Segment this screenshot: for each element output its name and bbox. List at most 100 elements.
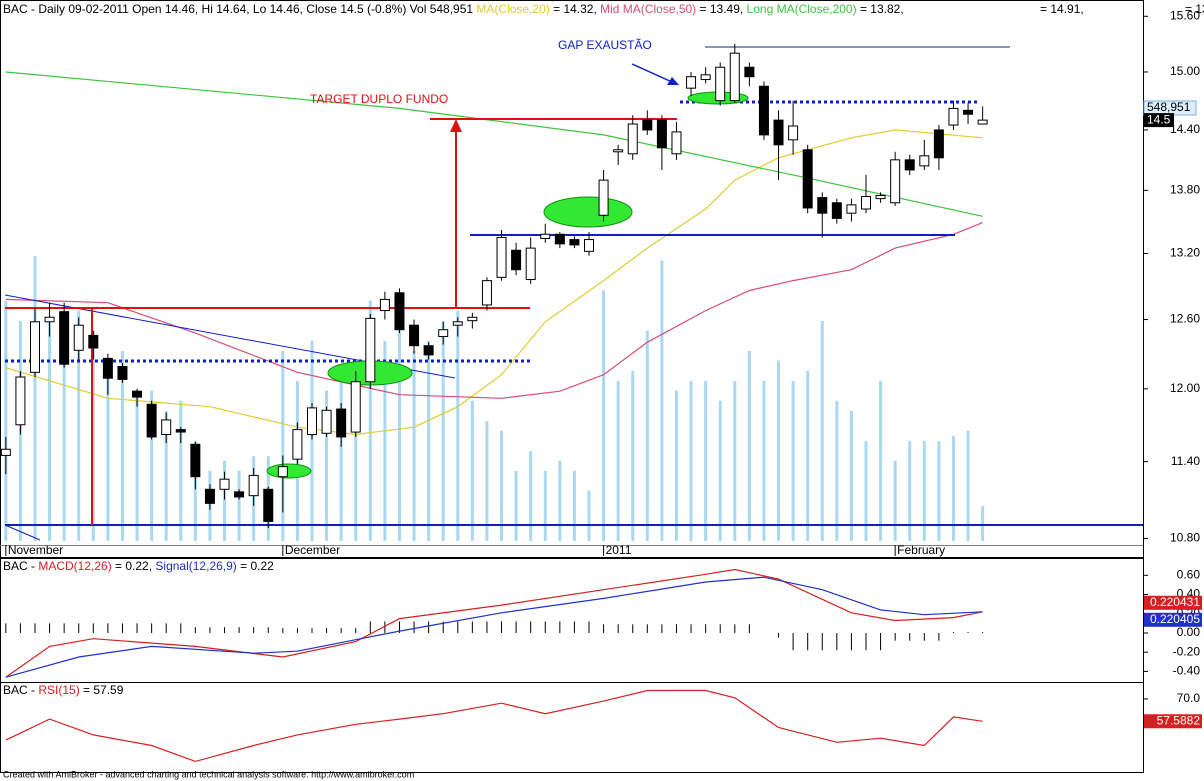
series-line xyxy=(5,568,983,678)
y-tick-label: 11.40 xyxy=(1171,454,1200,468)
value-label: 548,951 xyxy=(1147,100,1191,114)
candle-body xyxy=(758,85,769,136)
volume-bar xyxy=(135,390,139,541)
title-prefix: BAC - xyxy=(3,559,38,573)
value-box xyxy=(1144,714,1202,729)
candle-layer xyxy=(0,43,988,528)
x-tick-label: February xyxy=(897,543,945,557)
annotation: TARGET DUPLO FUNDO xyxy=(310,92,448,106)
candle-body xyxy=(686,76,697,89)
volume-bar xyxy=(689,380,693,541)
volume-bar xyxy=(48,321,52,541)
volume-bar xyxy=(791,380,795,541)
header-extra: = 13 xyxy=(1185,2,1204,16)
header: BAC - Daily 09-02-2011 Open 14.46, Hi 14… xyxy=(3,2,904,16)
candle-body xyxy=(59,311,70,365)
arrow-head xyxy=(667,77,679,85)
candle-body xyxy=(700,74,711,81)
y-tick-label: 15.60 xyxy=(1170,8,1200,22)
candle-body xyxy=(627,123,638,155)
y-tick-label: -0.20 xyxy=(1173,644,1201,658)
candle-body xyxy=(15,376,26,426)
volume-bar xyxy=(602,290,606,541)
volume-bar xyxy=(777,360,781,541)
header-value: = 14.32, xyxy=(550,2,600,16)
x-tick-label: November xyxy=(8,543,63,557)
y-tick-label: -0.40 xyxy=(1173,664,1201,678)
highlight xyxy=(266,463,312,479)
volume-bar xyxy=(77,310,81,541)
candle-body xyxy=(933,129,944,159)
candle-body xyxy=(263,488,274,522)
candle-body xyxy=(919,155,930,167)
candle-body xyxy=(44,316,55,323)
volume-bar xyxy=(106,360,110,541)
candle-body xyxy=(88,334,99,349)
candle-body xyxy=(744,66,755,78)
volume-bar xyxy=(820,321,824,541)
candle-body xyxy=(146,403,157,438)
candle-body xyxy=(452,321,463,326)
candle-body xyxy=(831,202,842,219)
candle-body xyxy=(409,324,420,347)
y-tick-label: 13.80 xyxy=(1170,183,1200,197)
y-tick-label: 15.00 xyxy=(1170,64,1200,78)
legend-entry: Mid MA(Close,50) xyxy=(600,2,696,16)
volume-bar xyxy=(164,410,168,541)
y-tick-label: 70.0 xyxy=(1177,691,1201,705)
volume-bar xyxy=(354,360,358,541)
candle-body xyxy=(511,249,522,271)
volume-bar xyxy=(631,370,635,541)
volume-bar xyxy=(310,340,314,541)
y-tick-label: 14.40 xyxy=(1170,122,1200,136)
candle-body xyxy=(977,119,988,125)
candle-body xyxy=(204,488,215,504)
title-value: = 0.22 xyxy=(237,559,274,573)
volume-bar xyxy=(339,380,343,541)
series-line xyxy=(5,576,983,678)
value-label: 0.220431 xyxy=(1150,595,1200,609)
rsi-pane xyxy=(0,682,1144,773)
value-label: 57.5882 xyxy=(1157,713,1201,727)
candle-body xyxy=(438,329,449,338)
volume-bar xyxy=(733,380,737,541)
volume-bar xyxy=(456,310,460,541)
macd-title: BAC - MACD(12,26) = 0.22, Signal(12,26,9… xyxy=(3,559,274,573)
annotation: GAP EXAUSTÃO xyxy=(558,38,652,52)
title-value: = 57.59 xyxy=(80,683,124,697)
volume-bar xyxy=(879,380,883,541)
volume-bar xyxy=(558,460,562,541)
candle-body xyxy=(525,247,536,281)
volume-bar xyxy=(981,505,985,541)
candle-body xyxy=(132,390,143,398)
volume-bar xyxy=(91,330,95,541)
candle-body xyxy=(613,149,624,153)
volume-bar xyxy=(397,330,401,541)
y-tick-label: 12.00 xyxy=(1170,381,1200,395)
candle-body xyxy=(423,345,434,356)
candle-body xyxy=(948,107,959,126)
volume-bar xyxy=(660,260,664,541)
main-pane xyxy=(0,0,1144,558)
candle-body xyxy=(175,429,186,433)
value-box xyxy=(1144,612,1202,627)
volume-bar xyxy=(704,380,708,541)
volume-bar xyxy=(616,380,620,541)
candle-body xyxy=(802,149,813,209)
volume-bar xyxy=(937,440,941,541)
candle-body xyxy=(642,119,653,131)
series-line xyxy=(5,689,983,763)
volume-bar xyxy=(908,440,912,541)
volume-bar xyxy=(543,470,547,541)
candle-body xyxy=(379,298,390,312)
candle-body xyxy=(540,233,551,240)
value-box xyxy=(1144,595,1202,610)
volume-bar xyxy=(485,421,489,541)
volume-layer xyxy=(4,256,985,541)
volume-bar xyxy=(529,451,533,541)
legend-entry: RSI(15) xyxy=(38,683,79,697)
value-label: 0.220405 xyxy=(1150,612,1200,626)
volume-bar xyxy=(893,460,897,541)
candle-body xyxy=(875,195,886,200)
